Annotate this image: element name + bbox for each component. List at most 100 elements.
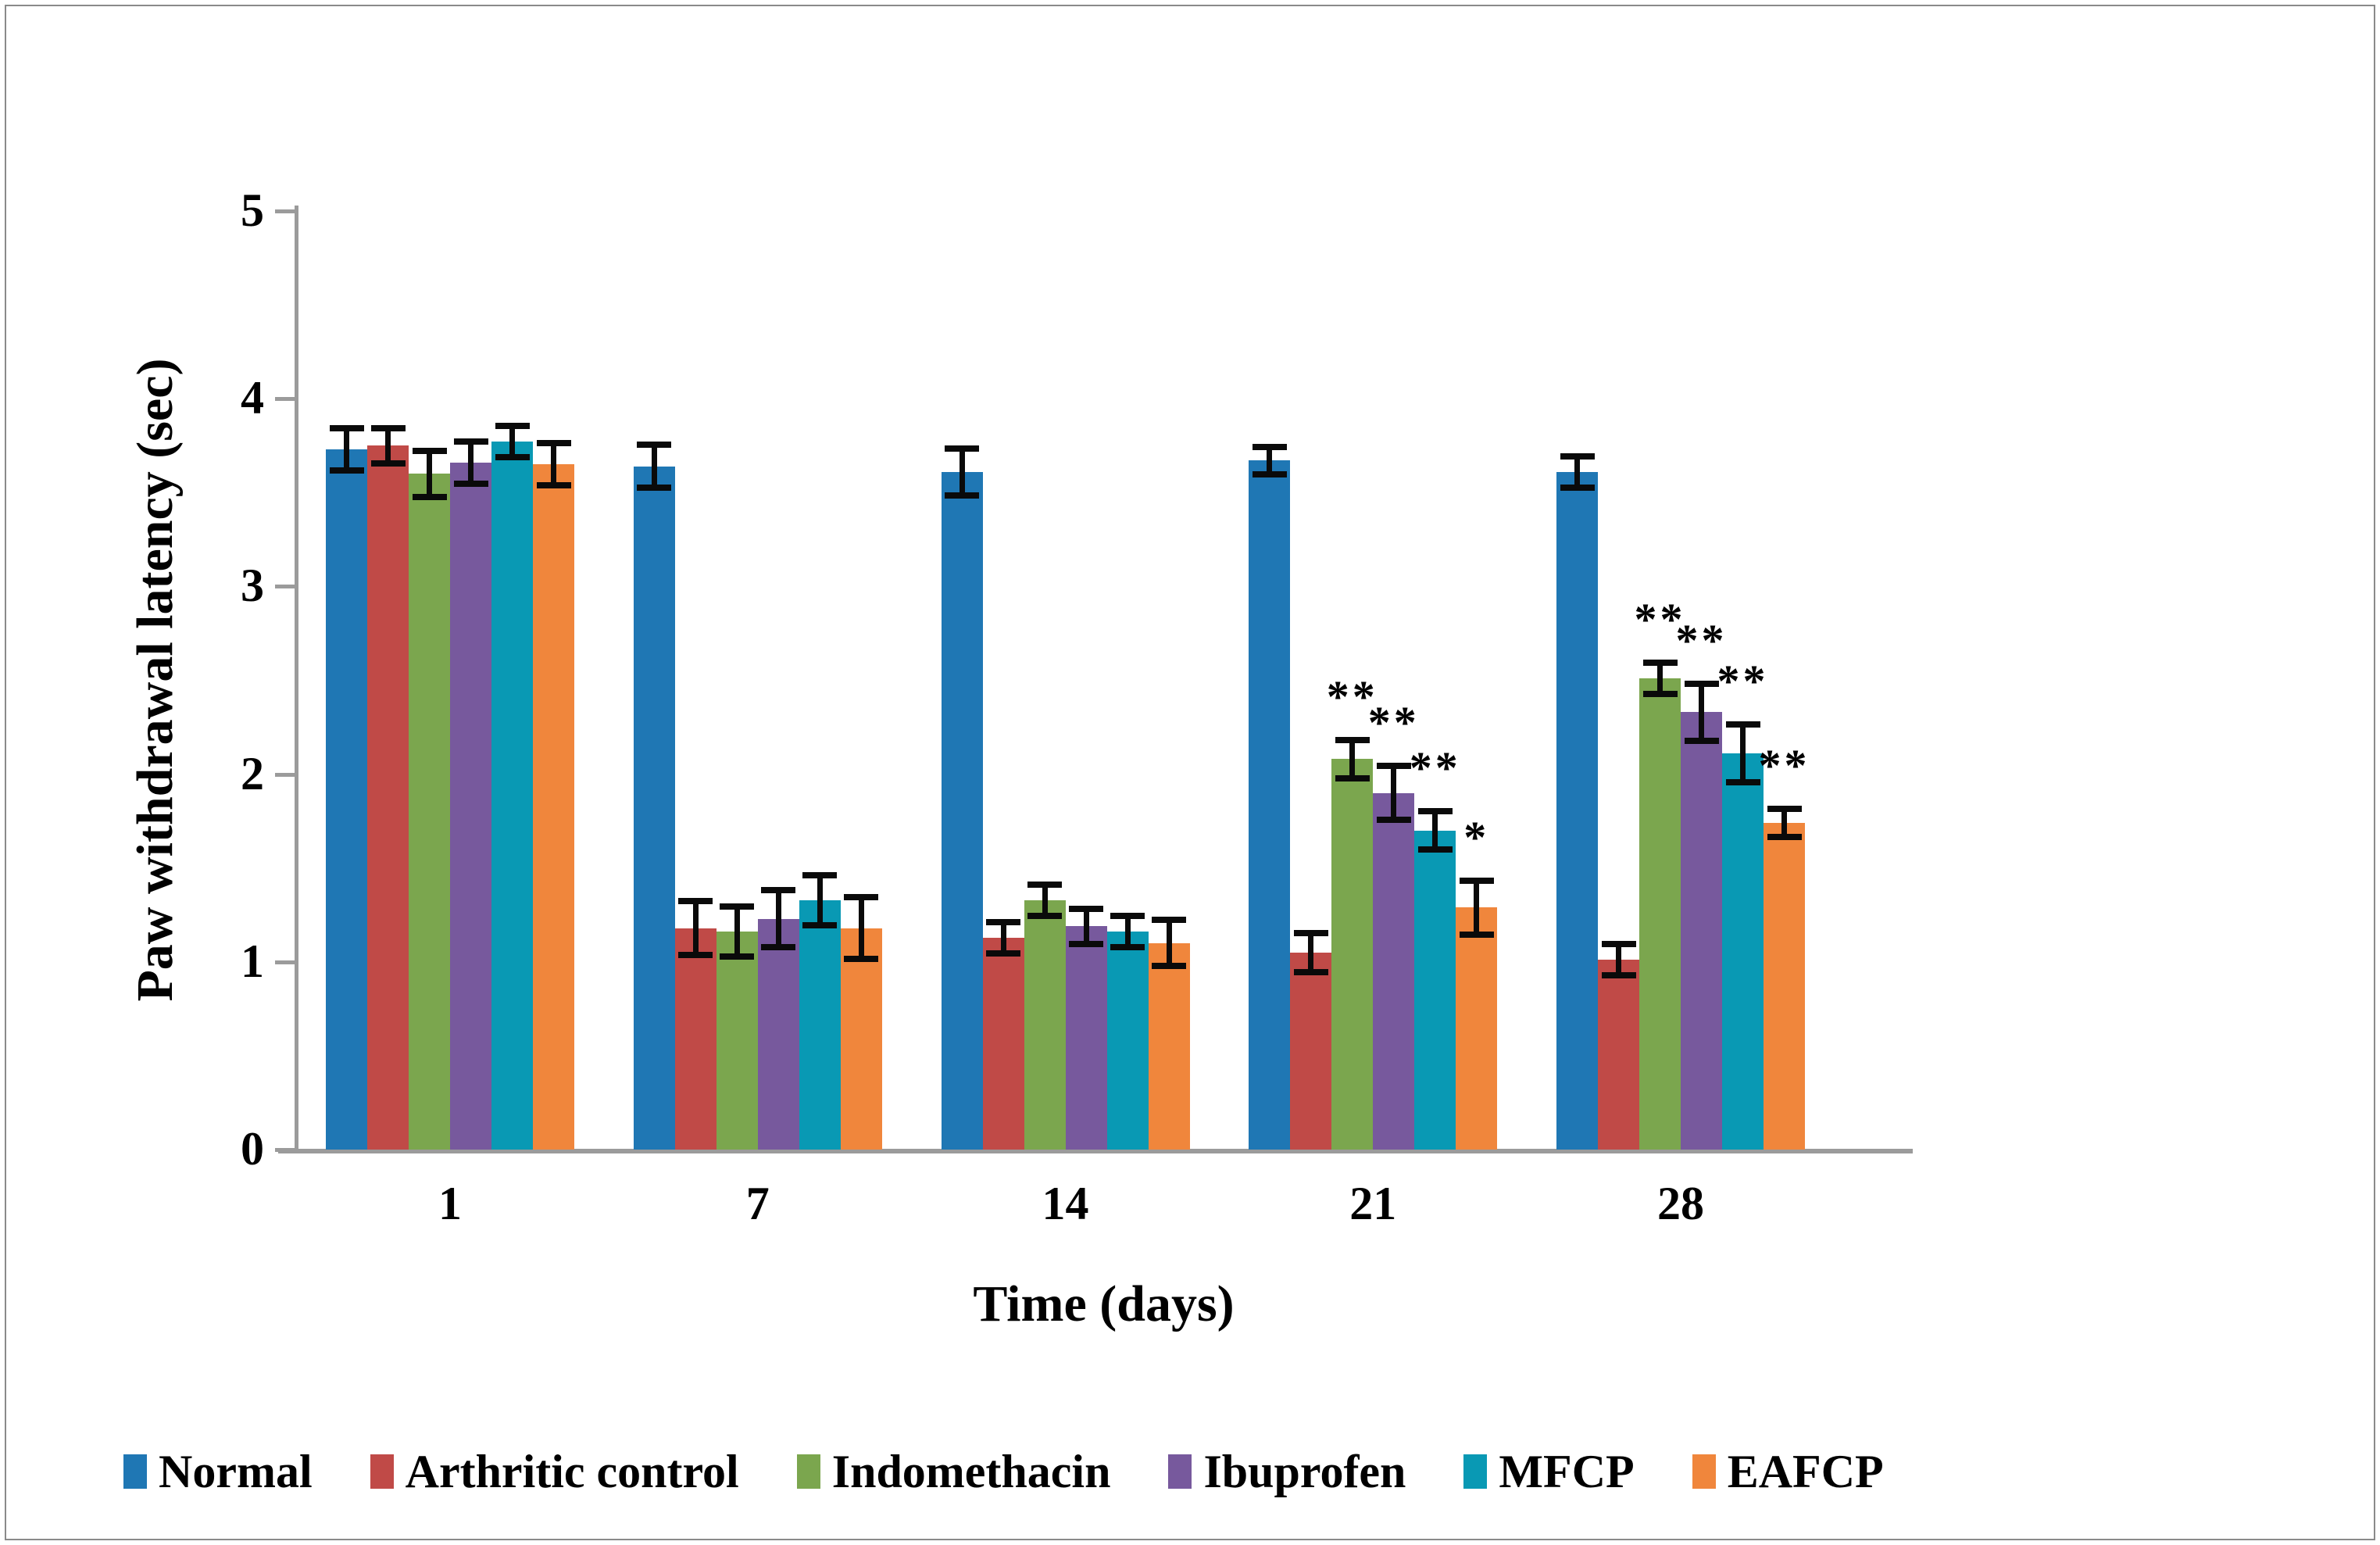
error-bar-cap-top [761, 886, 796, 893]
y-tick-2 [275, 772, 295, 777]
error-bar-cap-bottom [1069, 940, 1103, 947]
error-bar-cap-bottom [1767, 833, 1802, 840]
bar-arthritic-control-day21 [1290, 952, 1332, 1150]
legend-item-ibuprofen: Ibuprofen [1168, 1448, 1406, 1495]
error-bar [551, 440, 556, 489]
legend-label: Arthritic control [405, 1446, 739, 1497]
error-bar [468, 438, 473, 488]
error-bar-cap-bottom [720, 953, 755, 960]
error-bar-cap-top [1110, 913, 1145, 920]
y-tick-label-0: 0 [241, 1123, 264, 1175]
bar-ibuprofen-day14 [1065, 926, 1107, 1150]
error-bar [1391, 763, 1397, 824]
bar-eafcp-day7 [840, 928, 882, 1150]
error-bar-cap-bottom [986, 950, 1020, 957]
legend-label: Indomethacin [831, 1446, 1111, 1497]
error-bar [509, 423, 515, 461]
error-bar-cap-bottom [802, 921, 838, 928]
error-bar-cap-top [1725, 721, 1760, 728]
bar-arthritic-control-day1 [367, 445, 409, 1150]
legend-swatch [796, 1454, 820, 1489]
error-bar-cap-bottom [945, 492, 979, 499]
legend-item-mfcp: MFCP [1463, 1446, 1635, 1497]
significance-marker: ** [1326, 671, 1378, 722]
error-bar-cap-bottom [1725, 779, 1760, 785]
error-bar-cap-bottom [329, 467, 364, 474]
error-bar-cap-bottom [844, 955, 879, 962]
error-bar [1308, 929, 1314, 975]
legend-item-arthritic-control: Arthritic control [370, 1448, 739, 1495]
legend-label: EAFCP [1727, 1446, 1884, 1497]
error-bar-cap-bottom [1642, 691, 1678, 698]
error-bar-cap-top [370, 424, 406, 431]
error-bar-cap-top [720, 903, 755, 910]
error-bar-cap-bottom [495, 454, 530, 461]
legend-item-eafcp: EAFCP [1692, 1448, 1884, 1495]
error-bar-cap-bottom [1027, 912, 1062, 919]
error-bar-cap-top [1459, 877, 1494, 884]
error-bar-cap-bottom [1417, 846, 1453, 853]
error-bar [817, 871, 823, 928]
error-bar-cap-top [1642, 660, 1678, 667]
bar-eafcp-day21 [1456, 907, 1498, 1150]
significance-marker: ** [1717, 656, 1769, 707]
significance-marker: ** [1409, 742, 1461, 793]
bar-arthritic-control-day14 [982, 937, 1024, 1150]
x-tick-label-21: 21 [1349, 1178, 1397, 1229]
error-bar-cap-top [1417, 807, 1453, 814]
bar-indomethacin-day28 [1639, 678, 1681, 1150]
error-bar [858, 894, 864, 962]
error-bar [1267, 443, 1273, 478]
y-tick-0 [275, 1148, 295, 1152]
error-bar-cap-top [1601, 941, 1636, 948]
error-bar-cap-top [844, 894, 879, 901]
error-bar [385, 424, 391, 467]
error-bar-cap-bottom [370, 460, 406, 467]
error-bar [427, 447, 432, 500]
bar-eafcp-day1 [533, 464, 574, 1150]
significance-marker: ** [1367, 697, 1420, 749]
x-tick-label-7: 7 [745, 1178, 770, 1229]
bar-normal-day1 [326, 449, 367, 1150]
error-bar-cap-top [1767, 806, 1802, 813]
error-bar-cap-top [1069, 905, 1103, 912]
error-bar [1657, 660, 1663, 698]
error-bar-cap-top [495, 423, 530, 430]
chart-legend: Normal Arthritic control Indomethacin Ibupr… [123, 1444, 1884, 1499]
legend-swatch [370, 1454, 394, 1489]
error-bar-cap-bottom [1293, 968, 1328, 975]
error-bar [1740, 721, 1746, 785]
bar-mfcp-day28 [1722, 753, 1764, 1150]
error-bar-cap-top [637, 442, 672, 449]
error-bar-cap-bottom [1110, 944, 1145, 951]
legend-item-normal: Normal [123, 1448, 313, 1495]
error-bar-cap-top [1335, 736, 1370, 743]
error-bar-cap-bottom [1376, 817, 1411, 824]
error-bar-cap-bottom [412, 493, 447, 500]
error-bar-cap-bottom [1152, 963, 1186, 970]
x-tick-label-28: 28 [1657, 1178, 1704, 1229]
y-tick-5 [275, 209, 295, 213]
y-axis-line [295, 206, 298, 1152]
x-axis-title: Time (days) [973, 1275, 1235, 1332]
error-bar [1616, 941, 1621, 979]
significance-marker: ** [1675, 614, 1728, 666]
error-bar-cap-top [945, 445, 979, 452]
error-bar-cap-top [1376, 763, 1411, 770]
bar-ibuprofen-day21 [1373, 792, 1415, 1150]
error-bar-cap-top [1027, 881, 1062, 888]
bar-normal-day7 [633, 466, 675, 1150]
error-bar-cap-top [412, 447, 447, 454]
error-bar-cap-bottom [1459, 931, 1494, 938]
error-bar-cap-top [986, 918, 1020, 925]
error-bar-cap-top [453, 438, 488, 445]
legend-swatch [1463, 1454, 1488, 1489]
error-bar-cap-top [1560, 452, 1595, 460]
error-bar-cap-bottom [1335, 775, 1370, 782]
bar-eafcp-day28 [1764, 823, 1805, 1150]
bar-normal-day21 [1249, 460, 1291, 1150]
error-bar-cap-bottom [1560, 484, 1595, 491]
bar-mfcp-day1 [491, 442, 533, 1150]
error-bar [1124, 913, 1131, 951]
legend-label: MFCP [1499, 1446, 1635, 1497]
